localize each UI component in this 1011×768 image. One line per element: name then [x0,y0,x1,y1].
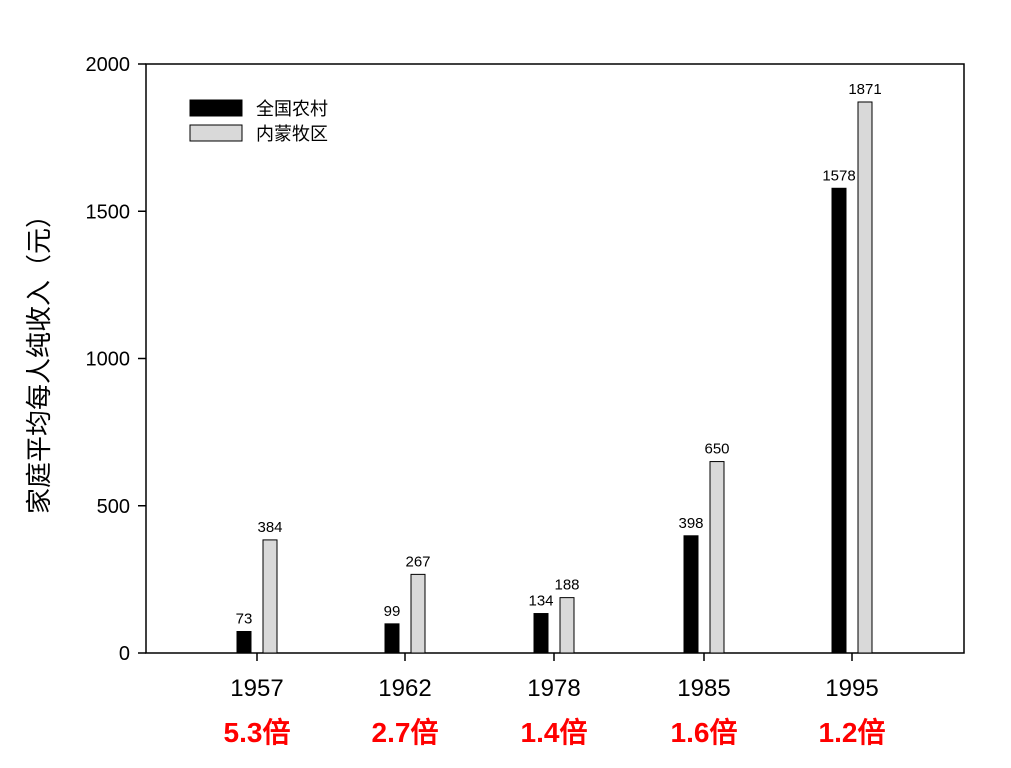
x-tick-label: 1962 [378,675,431,702]
x-tick-label: 1957 [230,675,283,702]
bar-data-label: 134 [528,593,553,610]
bar-inner-mongolia-pastoral [559,597,575,654]
y-tick-label: 0 [119,643,130,665]
legend-label: 全国农村 [256,99,328,120]
y-tick-label: 500 [97,496,130,518]
bar-national-rural [384,623,400,654]
bar-national-rural [236,631,252,654]
bar-data-label: 188 [554,577,579,594]
y-axis: 0 500 1000 1500 2000 [86,54,146,665]
ratio-label: 5.3倍 [224,716,291,748]
ratio-label: 1.2倍 [819,716,886,748]
bar-data-label: 384 [257,519,282,536]
y-axis-label: 家庭平均每人纯收入（元） [25,202,55,514]
legend-swatch [189,99,243,117]
bar-data-label: 1871 [848,81,881,98]
legend-swatch [189,124,243,142]
y-tick-label: 1000 [86,349,131,371]
bar-data-label: 398 [678,515,703,532]
x-tick-label: 1978 [527,675,580,702]
ratio-label: 1.6倍 [671,716,738,748]
bar-inner-mongolia-pastoral [262,539,278,654]
bar-data-label: 650 [704,441,729,458]
x-tick-label: 1995 [825,675,878,702]
bar-data-label: 1578 [822,167,855,184]
bar-inner-mongolia-pastoral [709,461,725,654]
x-axis: 1957 1962 1978 1985 1995 [230,653,879,702]
bar-inner-mongolia-pastoral [857,101,873,654]
bar-data-label: 99 [384,603,401,620]
y-tick-label: 2000 [86,54,131,76]
ratio-label: 2.7倍 [372,716,439,748]
y-tick-label: 1500 [86,201,131,223]
ratio-labels: 5.3倍 2.7倍 1.4倍 1.6倍 1.2倍 [224,716,886,748]
bar-national-rural [831,187,847,654]
bar-national-rural [683,535,699,654]
bar-inner-mongolia-pastoral [410,573,426,654]
bar-data-label: 73 [236,611,253,628]
bar-national-rural [533,613,549,654]
ratio-label: 1.4倍 [521,716,588,748]
bar-data-label: 267 [405,553,430,570]
x-tick-label: 1985 [677,675,730,702]
legend-label: 内蒙牧区 [256,124,328,145]
